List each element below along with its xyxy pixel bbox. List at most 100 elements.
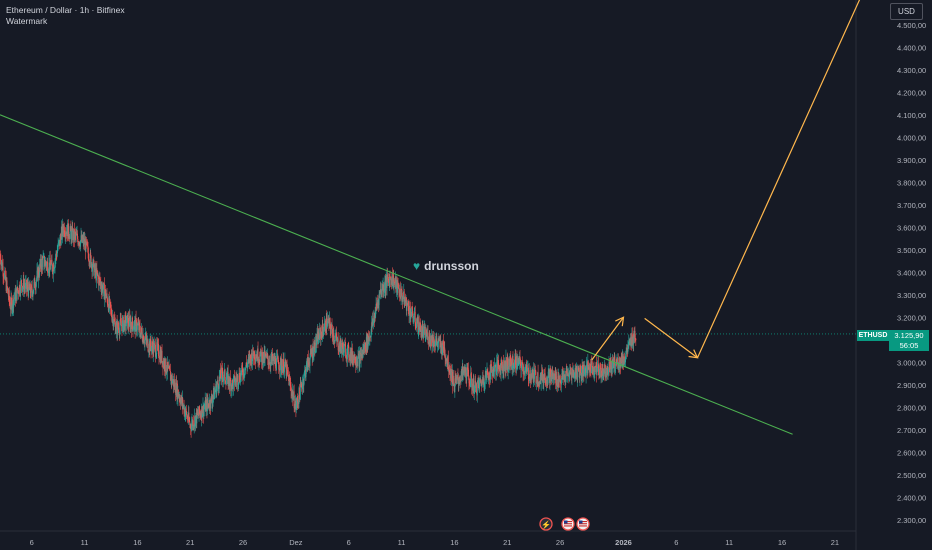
- candle-body: [115, 324, 117, 331]
- candle-body: [468, 369, 469, 377]
- candle-body: [625, 354, 627, 360]
- candle-body: [604, 364, 606, 378]
- candle-body: [466, 368, 468, 381]
- candle-body: [217, 383, 219, 389]
- candle-body: [504, 360, 506, 371]
- candle-body: [144, 338, 146, 344]
- candle-body: [269, 361, 271, 365]
- us-flag-event-icon[interactable]: [561, 517, 575, 531]
- candle-body: [414, 311, 416, 324]
- candle-body: [625, 352, 627, 355]
- candle-body: [306, 362, 307, 372]
- candle-body: [280, 360, 282, 371]
- candle-body: [95, 268, 97, 281]
- candle-body: [18, 290, 19, 294]
- candle-body: [424, 335, 426, 338]
- candle-body: [80, 240, 82, 247]
- candle-body: [236, 377, 238, 383]
- candle-body: [618, 366, 620, 369]
- x-tick-label: 21: [503, 538, 511, 547]
- lightning-event-icon[interactable]: ⚡: [539, 517, 553, 531]
- candle-body: [74, 232, 76, 234]
- candle-body: [376, 302, 378, 306]
- candle-body: [417, 316, 419, 333]
- candle-body: [203, 408, 205, 409]
- candle-body: [136, 320, 137, 332]
- candle-body: [294, 403, 296, 410]
- candle-body: [442, 350, 443, 355]
- candle-body: [55, 253, 57, 255]
- candle-body: [210, 396, 212, 409]
- candle-body: [383, 288, 385, 291]
- candle-body: [630, 337, 632, 346]
- candle-body: [105, 289, 107, 299]
- candle-body: [234, 375, 236, 386]
- candle-body: [161, 351, 163, 364]
- candle-body: [65, 233, 67, 237]
- candle-body: [570, 371, 572, 376]
- candle-body: [468, 376, 470, 384]
- y-tick-label: 4.200,00: [897, 88, 926, 97]
- candle-body: [42, 257, 44, 267]
- candle-body: [337, 338, 339, 351]
- candle-body: [303, 380, 305, 386]
- candle-body: [4, 270, 6, 280]
- candle-body: [594, 366, 596, 373]
- candle-body: [110, 307, 112, 309]
- candle-body: [27, 284, 29, 291]
- candle-body: [53, 265, 55, 271]
- symbol-title[interactable]: Ethereum / Dollar · 1h · Bitfinex: [6, 5, 125, 15]
- candle-body: [28, 282, 30, 288]
- candle-body: [174, 382, 176, 393]
- x-tick-label: 26: [556, 538, 564, 547]
- candle-body: [574, 375, 576, 377]
- candle-body: [479, 379, 480, 390]
- candle-body: [258, 359, 260, 362]
- candle-body: [357, 355, 359, 367]
- currency-button[interactable]: USD: [890, 3, 923, 20]
- candle-body: [296, 399, 298, 401]
- candle-body: [603, 370, 605, 373]
- us-flag-event-icon[interactable]: [576, 517, 590, 531]
- candle-body: [413, 319, 415, 321]
- candle-body: [9, 299, 11, 303]
- candle-body: [51, 264, 53, 272]
- candle-body: [552, 372, 554, 379]
- candle-body: [582, 373, 584, 377]
- x-tick-label: 21: [186, 538, 194, 547]
- candle-body: [531, 374, 533, 379]
- candle-body: [565, 376, 567, 382]
- candle-body: [36, 278, 37, 282]
- candle-body: [264, 353, 266, 361]
- x-tick-label: 11: [725, 538, 733, 547]
- x-tick-label: 16: [133, 538, 141, 547]
- candle-body: [280, 357, 281, 370]
- candle-body: [267, 353, 269, 360]
- candle-body: [313, 354, 314, 358]
- candle-body: [55, 253, 57, 259]
- candle-body: [139, 322, 141, 326]
- candle-body: [10, 297, 12, 301]
- candle-body: [612, 359, 614, 361]
- candle-body: [171, 375, 173, 384]
- candle-body: [13, 299, 15, 301]
- candle-body: [223, 371, 225, 378]
- candle-body: [542, 369, 543, 382]
- candle-body: [513, 365, 515, 369]
- downtrend-line: [0, 114, 793, 435]
- candle-body: [354, 362, 356, 364]
- candle-body: [79, 242, 81, 245]
- candle-body: [602, 364, 604, 371]
- candle-body: [380, 289, 382, 293]
- candle-body: [487, 372, 489, 378]
- candle-body: [261, 352, 263, 365]
- candle-body: [505, 357, 507, 368]
- candle-body: [399, 288, 401, 298]
- candle-body: [130, 322, 132, 326]
- candle-body: [44, 265, 46, 267]
- candle-body: [606, 369, 608, 375]
- candle-body: [151, 346, 152, 352]
- candle-body: [548, 369, 550, 372]
- candle-body: [251, 353, 253, 365]
